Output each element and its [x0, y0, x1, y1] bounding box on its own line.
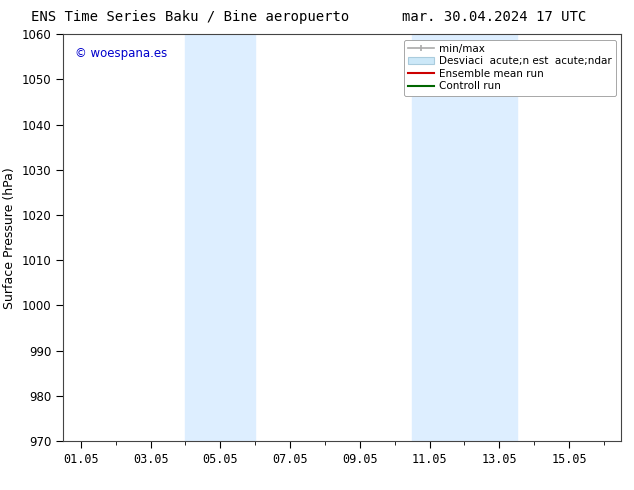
Bar	[185, 34, 255, 441]
Text: ENS Time Series Baku / Bine aeropuerto: ENS Time Series Baku / Bine aeropuerto	[31, 10, 349, 24]
Bar	[412, 34, 517, 441]
Text: mar. 30.04.2024 17 UTC: mar. 30.04.2024 17 UTC	[403, 10, 586, 24]
Y-axis label: Surface Pressure (hPa): Surface Pressure (hPa)	[3, 167, 16, 309]
Text: © woespana.es: © woespana.es	[75, 47, 167, 59]
Legend: min/max, Desviaci  acute;n est  acute;ndar, Ensemble mean run, Controll run: min/max, Desviaci acute;n est acute;ndar…	[404, 40, 616, 96]
